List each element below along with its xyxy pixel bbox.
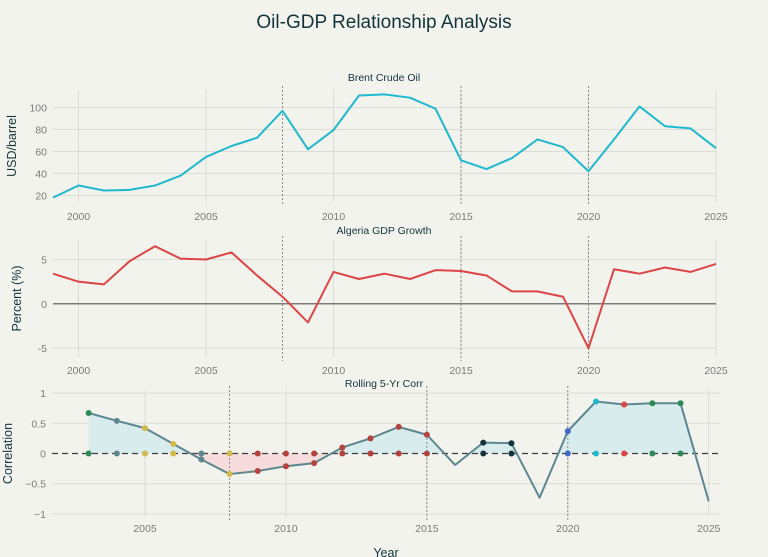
negative-fill-area [190,453,332,475]
data-point-2012 [339,444,346,451]
panel-3: Rolling 5-Yr Corr −1 −0.5 0 0.5 1 2005 2010 2015… [1,378,721,557]
baseline-marker-2010 [282,450,289,457]
y-tick-label: 100 [29,103,47,115]
x-tick-label: 2015 [449,211,473,223]
baseline-marker-2004 [113,450,120,457]
data-point-2013 [367,435,374,442]
x-tick-label: 2000 [67,365,91,377]
x-tick-label: 2015 [449,365,473,377]
y-tick-label: 1 [40,388,46,400]
y-tick-label: 0 [41,299,47,311]
x-tick-label: 2010 [274,523,298,535]
panel-title: Rolling 5-Yr Corr [345,378,424,390]
baseline-marker-2007 [198,450,205,457]
data-point-2014 [395,423,402,430]
data-point-2005 [142,425,149,432]
baseline-marker-2014 [395,450,402,457]
x-tick-label: 2005 [194,365,218,377]
baseline-marker-2005 [142,450,149,457]
series-line [52,245,717,350]
baseline-marker-2009 [254,450,261,457]
panel-2: Algeria GDP Growth -5 0 5 2000 2005 2010 2015 20… [10,225,728,377]
figure-title: Oil-GDP Relationship Analysis [256,12,511,33]
y-tick-label: 0 [40,449,46,461]
x-axis-label: Year [373,546,398,557]
baseline-marker-2013 [367,450,374,457]
baseline-marker-2023 [649,450,656,457]
y-tick-label: 60 [35,146,47,158]
baseline-marker-2011 [311,450,318,457]
x-tick-label: 2000 [67,211,91,223]
baseline-marker-2006 [170,450,177,457]
y-axis-label: Correlation [1,423,15,484]
x-tick-label: 2005 [194,211,218,223]
y-tick-label: 0.5 [31,418,46,430]
baseline-marker-2003 [85,450,92,457]
positive-fill-area [88,412,191,454]
x-tick-label: 2025 [697,523,721,535]
y-tick-label: 20 [35,190,47,202]
panel-1: Brent Crude Oil 20 40 60 80 100 2000 2005 2010 20… [5,72,728,223]
data-point-2023 [649,400,656,407]
data-point-2022 [621,401,628,408]
baseline-marker-2021 [592,450,599,457]
y-tick-label: 40 [35,168,47,180]
x-tick-label: 2015 [415,523,439,535]
baseline-marker-2012 [339,450,346,457]
data-point-2004 [113,417,120,424]
y-tick-label: 5 [41,255,47,267]
x-tick-label: 2005 [133,523,157,535]
positive-fill-area [558,401,695,454]
data-point-2008 [226,471,233,478]
data-point-2024 [677,400,684,407]
x-tick-label: 2025 [704,365,728,377]
data-point-2017 [480,439,487,446]
y-axis-label: Percent (%) [10,266,24,332]
series-line [52,93,717,199]
x-tick-label: 2010 [322,365,346,377]
baseline-marker-2024 [677,450,684,457]
baseline-marker-2015 [423,450,430,457]
x-tick-label: 2010 [322,211,346,223]
y-tick-label: −0.5 [25,479,46,491]
baseline-marker-2017 [480,450,487,457]
data-point-2021 [592,398,599,405]
panel-title: Brent Crude Oil [348,72,420,84]
y-axis-label: USD/barrel [5,115,19,177]
data-point-2009 [254,468,261,475]
data-point-2010 [282,463,289,470]
x-tick-label: 2020 [577,211,601,223]
y-tick-label: 80 [35,125,47,137]
baseline-marker-2018 [508,450,515,457]
x-tick-label: 2020 [577,365,601,377]
x-tick-label: 2020 [556,523,580,535]
y-tick-label: −1 [34,509,46,521]
positive-fill-area [331,426,445,454]
data-point-2011 [311,460,318,467]
data-point-2007 [198,456,205,463]
baseline-marker-2008 [226,450,233,457]
data-point-2003 [85,409,92,416]
panel-title: Algeria GDP Growth [337,225,432,237]
data-point-2020 [564,428,571,435]
data-point-2006 [170,440,177,447]
x-tick-label: 2025 [704,211,728,223]
data-point-2015 [423,431,430,438]
baseline-marker-2022 [621,450,628,457]
y-tick-label: -5 [38,343,47,355]
data-point-2018 [508,440,515,447]
baseline-marker-2020 [564,450,571,457]
